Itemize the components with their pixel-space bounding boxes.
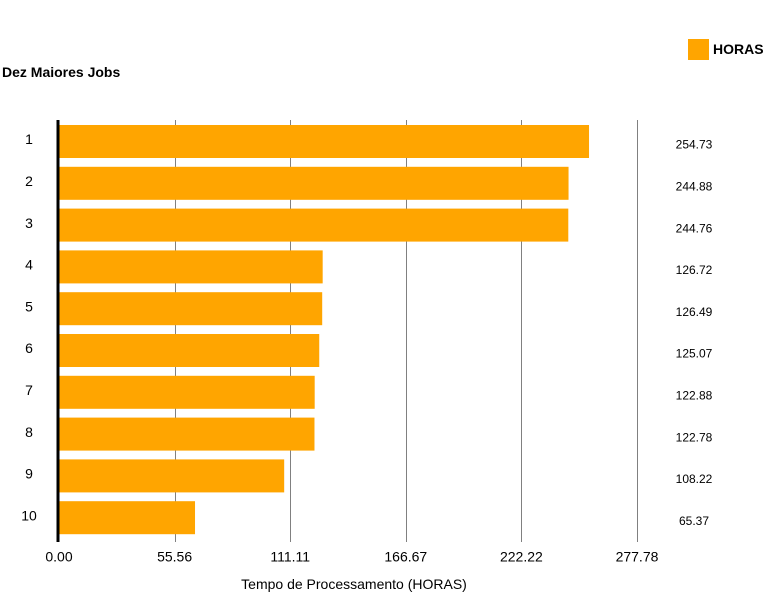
x-tick-label: 277.78	[616, 549, 659, 565]
value-label: 125.07	[676, 347, 713, 361]
category-label: 5	[25, 298, 33, 314]
value-label: 108.22	[676, 472, 713, 486]
legend-swatch	[688, 38, 709, 60]
bar	[59, 292, 323, 326]
value-label: 122.88	[676, 388, 713, 402]
value-label: 126.72	[676, 263, 713, 277]
value-label: 65.37	[679, 514, 709, 528]
category-label: 6	[25, 340, 33, 356]
category-label: 9	[25, 466, 33, 482]
bar	[59, 375, 315, 409]
legend-label: HORAS	[713, 41, 764, 57]
category-label: 3	[25, 215, 33, 231]
category-label: 2	[25, 173, 33, 189]
bar	[59, 334, 320, 367]
x-tick-label: 166.67	[384, 549, 427, 565]
value-label: 122.78	[676, 430, 713, 444]
value-label: 254.73	[676, 138, 713, 152]
bar	[59, 459, 285, 493]
chart-title: Dez Maiores Jobs	[2, 64, 121, 80]
bar	[59, 166, 569, 200]
bar	[59, 208, 569, 242]
category-label: 8	[25, 424, 33, 440]
legend: HORAS	[688, 38, 764, 60]
category-label: 10	[21, 507, 37, 523]
bar	[59, 250, 323, 284]
x-axis-title: Tempo de Processamento (HORAS)	[241, 576, 467, 592]
category-label: 7	[25, 382, 33, 398]
x-tick-label: 111.11	[270, 549, 310, 565]
x-tick-label: 222.22	[500, 549, 543, 565]
category-label: 4	[25, 257, 33, 273]
value-label: 244.88	[676, 179, 713, 193]
value-label: 244.76	[676, 221, 713, 235]
x-tick-label: 55.56	[157, 549, 192, 565]
x-tick-label: 0.00	[45, 549, 72, 565]
bar	[59, 501, 196, 535]
bar	[59, 125, 590, 158]
bar	[59, 417, 315, 451]
category-label: 1	[25, 131, 33, 147]
value-label: 126.49	[676, 305, 713, 319]
